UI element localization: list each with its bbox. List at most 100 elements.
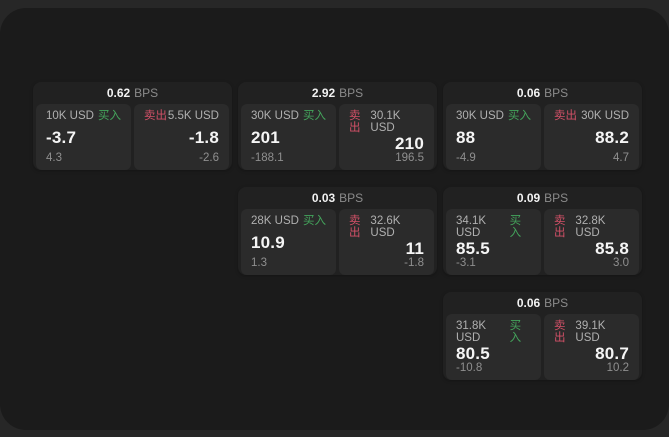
buy-panel[interactable]: 34.1K USD 买入 85.5 -3.1 [446,209,541,275]
buy-delta: 1.3 [251,256,267,269]
sell-panel[interactable]: 卖出 30.1K USD 210 196.5 [339,104,434,170]
sell-label-row: 卖出 32.8K USD [554,215,629,239]
buy-tag: 买入 [508,110,531,122]
sell-tag: 卖出 [349,215,361,239]
bps-suffix-label: BPS [544,190,569,205]
sell-label-row: 卖出 5.5K USD [144,110,219,123]
buy-delta: 4.3 [46,151,62,164]
sell-tag: 卖出 [554,320,566,344]
bps-suffix-label: BPS [544,85,569,100]
bps-value: 2.92 [311,85,336,100]
bps-suffix-label: BPS [339,85,364,100]
buy-panel[interactable]: 10K USD 买入 -3.7 4.3 [36,104,131,170]
buy-tag: 买入 [303,110,326,122]
sell-tag: 卖出 [349,110,361,134]
sell-price: 11 [405,238,424,258]
card-header: 0.03 BPS [238,187,437,206]
buy-label-row: 10K USD 买入 [46,110,121,123]
buy-price: -3.7 [46,128,77,147]
sell-panel[interactable]: 卖出 32.8K USD 85.8 3.0 [544,209,639,275]
sell-delta: -2.6 [199,151,219,164]
quote-card: 0.03 BPS 28K USD 买入 10.9 1.3 卖出 32.6K US… [238,187,437,275]
buy-panel[interactable]: 31.8K USD 买入 80.5 -10.8 [446,314,541,380]
app-panel: 0.62 BPS 10K USD 买入 -3.7 4.3 卖出 5.5K USD… [0,8,669,430]
sell-label-row: 卖出 32.6K USD [349,215,424,239]
bps-value: 0.06 [516,295,541,310]
buy-amount: 30K USD [251,110,299,122]
buy-delta: -4.9 [456,151,476,164]
card-header: 2.92 BPS [238,82,437,101]
buy-tag: 买入 [509,215,522,239]
card-header: 0.06 BPS [443,292,642,311]
buy-label-row: 28K USD 买入 [251,215,326,228]
sell-amount: 30.1K USD [370,110,401,134]
sell-delta: 196.5 [395,151,424,164]
quote-card: 0.06 BPS 30K USD 买入 88 -4.9 卖出 30K USD 8… [443,82,642,170]
buy-price: 88 [456,128,476,147]
buy-tag: 买入 [303,215,326,227]
sell-delta: 10.2 [606,361,629,374]
buy-label-row: 34.1K USD 买入 [456,215,531,239]
sell-tag: 卖出 [554,215,566,239]
buy-tag: 买入 [98,110,121,122]
bps-suffix-label: BPS [339,190,364,205]
buy-price: 10.9 [251,233,285,252]
card-body: 30K USD 买入 201 -188.1 卖出 30.1K USD 210 1… [238,101,437,173]
quote-card: 2.92 BPS 30K USD 买入 201 -188.1 卖出 30.1K … [238,82,437,170]
buy-tag: 买入 [509,320,522,344]
buy-amount: 31.8K USD [456,320,487,344]
card-body: 30K USD 买入 88 -4.9 卖出 30K USD 88.2 4.7 [443,101,642,173]
sell-panel[interactable]: 卖出 5.5K USD -1.8 -2.6 [134,104,229,170]
sell-price: 80.7 [595,343,629,363]
sell-price: 210 [395,133,424,153]
bps-suffix-label: BPS [134,85,159,100]
sell-amount: 30K USD [581,110,629,122]
card-header: 0.62 BPS [33,82,232,101]
sell-delta: 3.0 [613,256,629,269]
sell-price: -1.8 [188,128,219,147]
sell-price: 85.8 [595,238,629,258]
buy-label-row: 30K USD 买入 [251,110,326,123]
buy-price: 80.5 [456,343,490,363]
sell-label-row: 卖出 39.1K USD [554,320,629,344]
sell-amount: 32.8K USD [575,215,606,239]
card-body: 10K USD 买入 -3.7 4.3 卖出 5.5K USD -1.8 -2.… [33,101,232,173]
sell-delta: 4.7 [613,151,629,164]
buy-delta: -3.1 [456,256,476,269]
bps-value: 0.62 [106,85,131,100]
buy-delta: -188.1 [251,151,284,164]
sell-panel[interactable]: 卖出 32.6K USD 11 -1.8 [339,209,434,275]
buy-price: 85.5 [456,238,490,258]
sell-panel[interactable]: 卖出 30K USD 88.2 4.7 [544,104,639,170]
buy-panel[interactable]: 28K USD 买入 10.9 1.3 [241,209,336,275]
bps-value: 0.06 [516,85,541,100]
sell-amount: 39.1K USD [575,320,606,344]
card-header: 0.06 BPS [443,82,642,101]
buy-panel[interactable]: 30K USD 买入 88 -4.9 [446,104,541,170]
card-body: 31.8K USD 买入 80.5 -10.8 卖出 39.1K USD 80.… [443,311,642,383]
sell-panel[interactable]: 卖出 39.1K USD 80.7 10.2 [544,314,639,380]
buy-amount: 34.1K USD [456,215,487,239]
bps-suffix-label: BPS [544,295,569,310]
sell-label-row: 卖出 30K USD [554,110,629,123]
buy-amount: 28K USD [251,215,299,227]
quote-card: 0.06 BPS 31.8K USD 买入 80.5 -10.8 卖出 39.1… [443,292,642,380]
sell-delta: -1.8 [404,256,424,269]
buy-panel[interactable]: 30K USD 买入 201 -188.1 [241,104,336,170]
quote-card: 0.09 BPS 34.1K USD 买入 85.5 -3.1 卖出 32.8K… [443,187,642,275]
buy-amount: 10K USD [46,110,94,122]
bps-value: 0.03 [311,190,336,205]
sell-tag: 卖出 [144,110,167,122]
sell-label-row: 卖出 30.1K USD [349,110,424,134]
sell-amount: 32.6K USD [370,215,401,239]
sell-tag: 卖出 [554,110,577,122]
buy-delta: -10.8 [456,361,483,374]
bps-value: 0.09 [516,190,541,205]
buy-amount: 30K USD [456,110,504,122]
buy-label-row: 30K USD 买入 [456,110,531,123]
sell-price: 88.2 [595,128,629,147]
card-body: 28K USD 买入 10.9 1.3 卖出 32.6K USD 11 -1.8 [238,206,437,278]
sell-amount: 5.5K USD [167,110,219,122]
card-header: 0.09 BPS [443,187,642,206]
